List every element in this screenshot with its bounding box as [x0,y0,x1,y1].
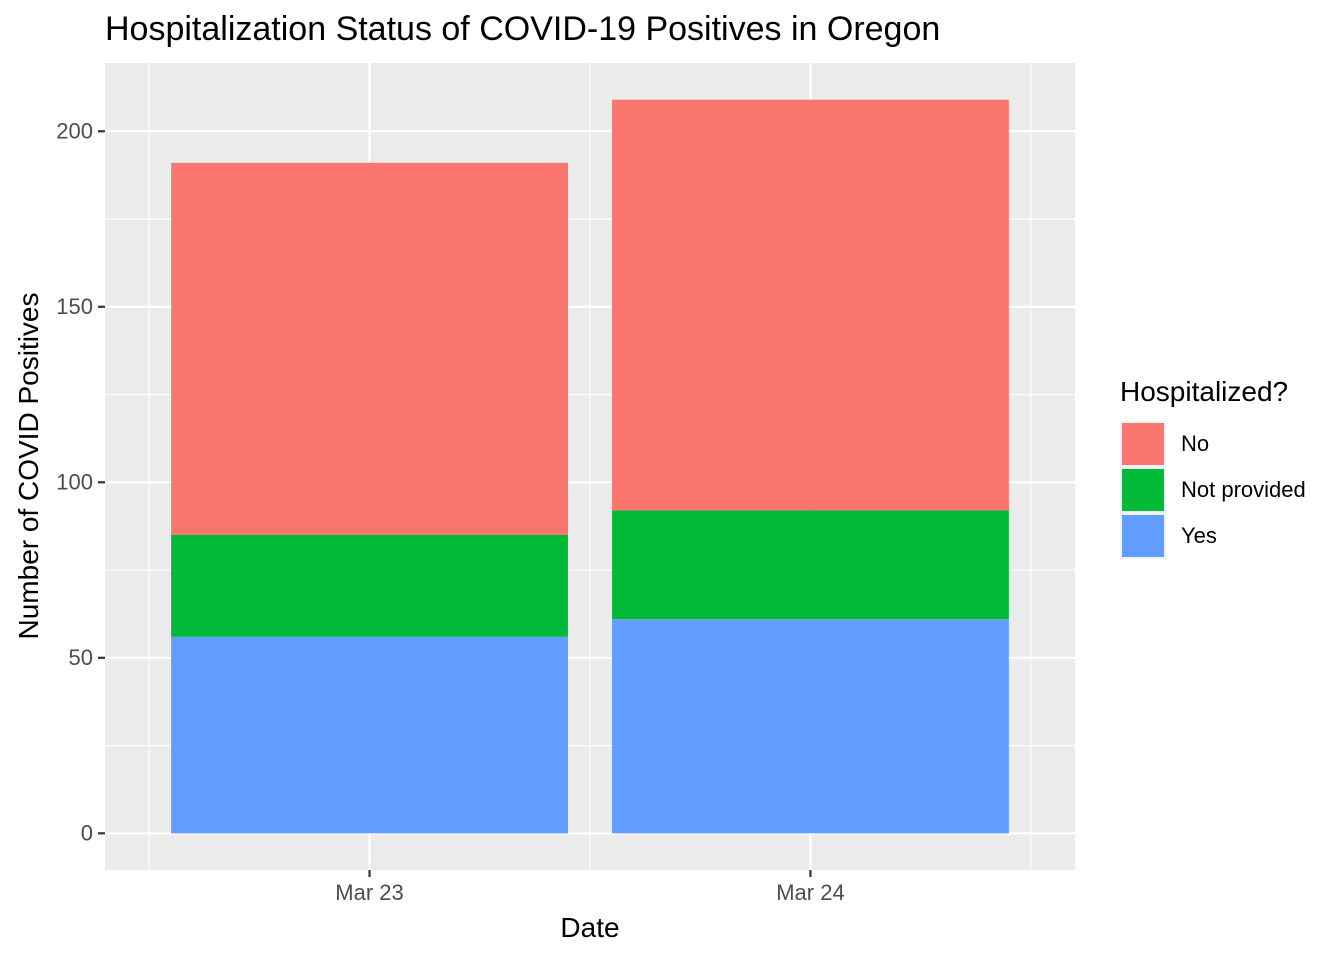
x-tick-label: Mar 23 [335,880,403,905]
x-tick-label: Mar 24 [776,880,844,905]
y-tick-label: 100 [56,469,93,494]
bar-yes-mar-23 [171,636,568,834]
chart-title: Hospitalization Status of COVID-19 Posit… [105,10,940,48]
bar-no-mar-23 [171,162,568,535]
legend-label: Yes [1181,523,1217,548]
bar-not-provided-mar-23 [171,534,568,637]
bar-not-provided-mar-24 [612,510,1009,620]
y-axis: 0 50 100 150 200 [56,118,105,845]
x-axis: Mar 23 Mar 24 [335,870,845,905]
y-tick-label: 50 [69,645,93,670]
legend-swatch [1122,423,1164,465]
legend-title: Hospitalized? [1120,376,1288,407]
legend-swatch [1122,469,1164,511]
legend-swatch [1122,515,1164,557]
y-tick-label: 0 [81,820,93,845]
y-tick-label: 200 [56,118,93,143]
legend: Hospitalized? No Not provided Yes [1120,376,1306,559]
bar-no-mar-24 [612,99,1009,511]
y-axis-title: Number of COVID Positives [13,293,44,640]
bar-stacks [171,99,1009,834]
bar-yes-mar-24 [612,619,1009,834]
y-tick-label: 150 [56,294,93,319]
legend-label: Not provided [1181,477,1306,502]
x-axis-title: Date [560,912,619,943]
legend-label: No [1181,431,1209,456]
